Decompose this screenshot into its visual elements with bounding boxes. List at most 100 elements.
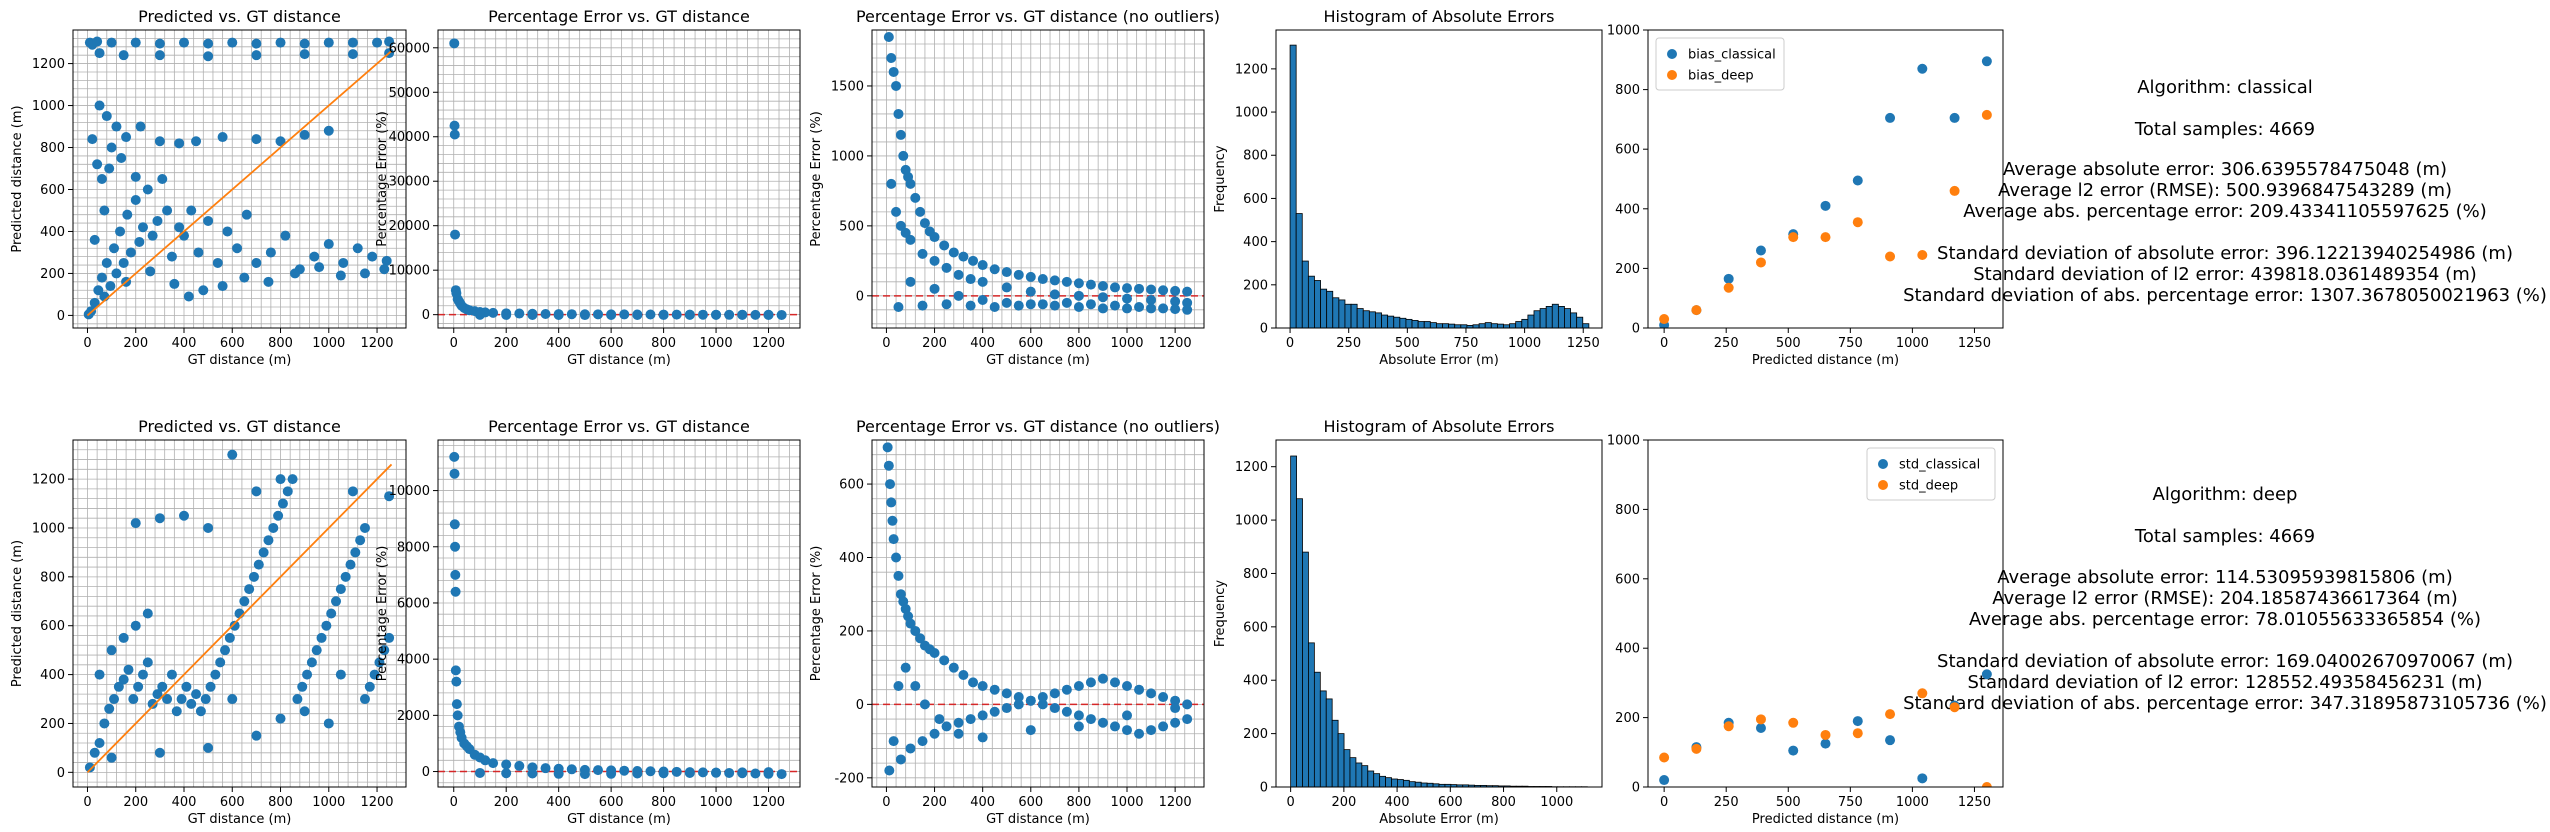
data-point bbox=[232, 243, 243, 254]
data-point bbox=[220, 645, 231, 656]
x-tick-label: 1200 bbox=[752, 336, 785, 351]
data-point bbox=[162, 205, 173, 216]
data-point bbox=[292, 694, 303, 705]
data-point bbox=[711, 767, 722, 778]
data-point bbox=[1820, 729, 1831, 740]
histogram-bar bbox=[1399, 317, 1407, 328]
y-tick-label: 400 bbox=[1615, 642, 1640, 657]
data-point bbox=[275, 37, 286, 48]
data-point bbox=[212, 257, 223, 268]
data-point bbox=[1109, 300, 1120, 311]
data-point bbox=[93, 285, 104, 296]
data-point bbox=[977, 276, 988, 287]
histogram-bar bbox=[1344, 303, 1352, 328]
data-point bbox=[99, 205, 110, 216]
legend-label: bias_deep bbox=[1688, 69, 1754, 84]
data-point bbox=[449, 120, 460, 131]
data-point bbox=[977, 295, 988, 306]
data-point bbox=[1013, 699, 1024, 710]
data-point bbox=[1917, 249, 1928, 260]
data-point bbox=[888, 66, 899, 77]
chart-r1c2: 0 200 400 600 800 1000 1200 0 10000 20000 30000 400… bbox=[375, 7, 801, 368]
data-point bbox=[1981, 109, 1992, 120]
histogram-bar bbox=[1484, 322, 1492, 328]
data-point bbox=[152, 689, 163, 700]
data-point bbox=[888, 736, 899, 747]
legend-marker bbox=[1667, 49, 1677, 59]
y-tick-label: 800 bbox=[1243, 149, 1268, 164]
data-point bbox=[1037, 299, 1048, 310]
data-point bbox=[1073, 681, 1084, 692]
x-tick-label: 200 bbox=[922, 795, 947, 810]
data-point bbox=[941, 262, 952, 273]
data-point bbox=[282, 486, 293, 497]
x-tick-label: 200 bbox=[1331, 795, 1356, 810]
data-point bbox=[450, 665, 461, 676]
data-point bbox=[977, 681, 988, 692]
data-point bbox=[977, 710, 988, 721]
data-point bbox=[939, 655, 950, 666]
data-point bbox=[566, 309, 577, 320]
y-tick-label: 0 bbox=[57, 766, 65, 781]
data-point bbox=[379, 645, 390, 656]
data-point bbox=[359, 694, 370, 705]
data-point bbox=[1001, 267, 1012, 278]
legend-box bbox=[1655, 37, 1785, 91]
histogram-bar bbox=[1296, 498, 1303, 787]
data-point bbox=[302, 669, 313, 680]
data-point bbox=[323, 239, 334, 250]
histogram-bar bbox=[1295, 213, 1303, 328]
data-point bbox=[1049, 300, 1060, 311]
data-point bbox=[905, 276, 916, 287]
data-point bbox=[1820, 232, 1831, 243]
data-point bbox=[331, 596, 342, 607]
y-tick-label: 600 bbox=[1615, 143, 1640, 158]
data-point bbox=[619, 309, 630, 320]
data-point bbox=[1182, 286, 1193, 297]
data-point bbox=[1061, 684, 1072, 695]
x-tick-label: 1000 bbox=[312, 795, 345, 810]
y-tick-label: 400 bbox=[1243, 674, 1268, 689]
y-tick-label: 600 bbox=[40, 183, 65, 198]
data-point bbox=[1049, 289, 1060, 300]
data-point bbox=[1170, 304, 1181, 315]
data-point bbox=[449, 468, 460, 479]
data-point bbox=[1182, 304, 1193, 315]
data-point bbox=[130, 171, 141, 182]
chart-title: Histogram of Absolute Errors bbox=[1324, 417, 1555, 436]
y-tick-label: 60000 bbox=[389, 41, 430, 56]
histogram-bar bbox=[1308, 642, 1315, 787]
data-point bbox=[451, 699, 462, 710]
data-point bbox=[566, 764, 577, 775]
x-tick-label: 600 bbox=[599, 336, 624, 351]
legend-box bbox=[1866, 447, 1996, 501]
data-point bbox=[891, 552, 902, 563]
data-point bbox=[176, 694, 187, 705]
data-point bbox=[883, 31, 894, 42]
data-point bbox=[1885, 112, 1896, 123]
data-point bbox=[290, 268, 300, 279]
histogram-bar bbox=[1496, 323, 1504, 328]
data-point bbox=[1013, 269, 1024, 280]
chart-title: Percentage Error vs. GT distance bbox=[488, 417, 750, 436]
chart-title: Percentage Error vs. GT distance (no out… bbox=[856, 417, 1220, 436]
x-tick-label: 200 bbox=[494, 336, 519, 351]
data-point bbox=[251, 134, 262, 145]
plot-area bbox=[438, 451, 800, 780]
data-point bbox=[1917, 773, 1928, 784]
data-point bbox=[1723, 273, 1734, 284]
x-tick-label: 400 bbox=[546, 795, 571, 810]
summary-std-pct-error: Standard deviation of abs. percentage er… bbox=[1903, 693, 2547, 714]
y-tick-label: 50000 bbox=[389, 86, 430, 101]
data-point bbox=[241, 209, 252, 220]
summary-algorithm: Algorithm: classical bbox=[2137, 77, 2313, 98]
data-point bbox=[359, 268, 370, 279]
histogram-bar bbox=[1379, 775, 1386, 787]
data-point bbox=[1097, 281, 1108, 292]
histogram-bar bbox=[1545, 306, 1553, 328]
x-tick-label: 400 bbox=[546, 336, 571, 351]
data-point bbox=[724, 767, 735, 778]
histogram-bar bbox=[1367, 770, 1375, 787]
data-point bbox=[147, 230, 158, 241]
data-point bbox=[116, 153, 127, 164]
